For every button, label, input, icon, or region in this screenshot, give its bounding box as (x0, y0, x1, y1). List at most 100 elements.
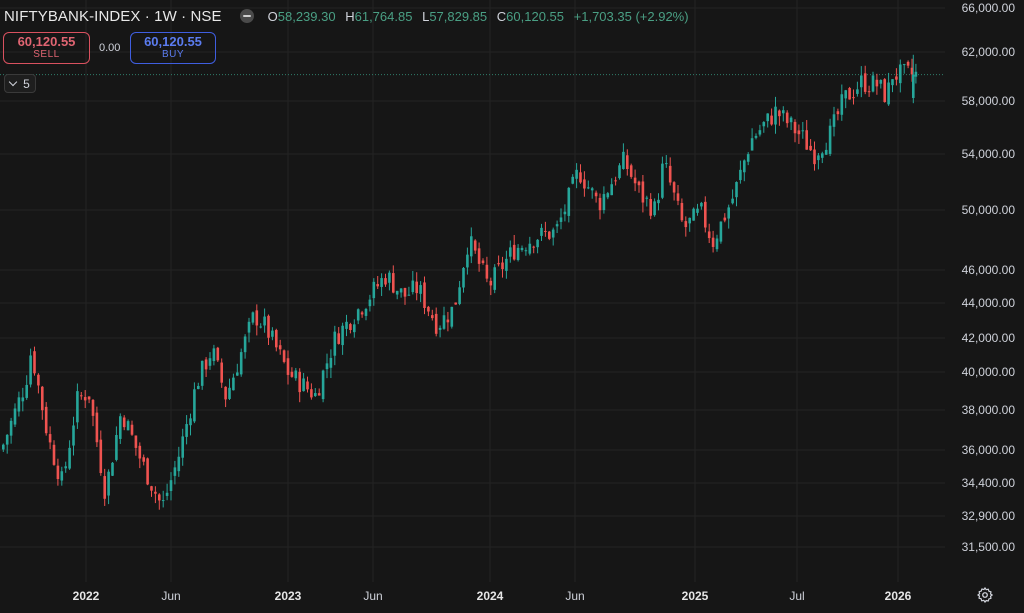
candle-body (832, 114, 836, 127)
candle-body (828, 125, 832, 154)
candle-body (364, 308, 368, 316)
y-tick-label: 36,000.00 (962, 443, 1016, 457)
candle-body (138, 445, 142, 459)
candle-body (770, 115, 773, 125)
x-tick-label: 2026 (885, 589, 912, 603)
candle-body (134, 435, 138, 448)
candle-body (536, 239, 539, 248)
candle-body (700, 202, 703, 207)
candle-body (524, 250, 528, 252)
candle-body (715, 238, 719, 250)
candle-body (259, 326, 262, 328)
gear-icon[interactable] (976, 586, 994, 604)
x-tick-label: 2024 (477, 589, 504, 603)
minus-circle-icon[interactable] (239, 9, 254, 23)
time-axis[interactable]: 2022 Jun 2023 Jun 2024 Jun 2025 Jul 2026 (73, 589, 912, 603)
y-tick-label: 58,000.00 (962, 94, 1016, 108)
candle-body (879, 80, 883, 84)
x-tick-label: Jun (161, 589, 180, 603)
candle-body (427, 306, 430, 312)
candle-body (290, 371, 294, 377)
candle-body (173, 467, 177, 476)
candle-body (345, 321, 348, 329)
high-value: 61,764.85 (354, 8, 413, 24)
candle-body (665, 163, 668, 165)
candle-body (867, 91, 871, 93)
candle-body (661, 163, 664, 198)
candle-body (590, 188, 594, 191)
candle-body (388, 272, 391, 283)
sell-price: 60,120.55 (17, 34, 76, 49)
candle-body (212, 348, 216, 362)
open-label: O (267, 8, 278, 24)
candle-body (267, 315, 270, 338)
low-value: 57,829.85 (429, 8, 488, 24)
candle-body (684, 221, 688, 228)
candle-body (224, 386, 227, 400)
candle-body (575, 169, 578, 179)
candle-body (743, 160, 746, 173)
candle-body (317, 393, 321, 396)
x-tick-label: 2023 (275, 589, 302, 603)
open-value: 58,239.30 (277, 8, 336, 24)
sell-button[interactable]: 60,120.55 SELL (3, 32, 90, 64)
candle-body (606, 193, 610, 198)
symbol-title[interactable]: NIFTYBANK-INDEX · 1W · NSE (4, 7, 222, 25)
candle-body (544, 230, 547, 232)
candle-body (711, 237, 715, 247)
candle-body (395, 290, 399, 295)
candle-body (548, 231, 551, 239)
chevron-down-icon (8, 77, 18, 87)
y-tick-label: 54,000.00 (962, 147, 1016, 161)
candle-body (801, 130, 805, 132)
change-value: +1,703.35 (+2.92%) (573, 8, 689, 24)
candle-body (559, 217, 563, 222)
indicators-count: 5 (23, 76, 30, 91)
candle-body (555, 224, 559, 227)
candle-body (450, 306, 454, 327)
buy-label: BUY (161, 49, 185, 60)
candle-body (899, 64, 902, 84)
candle-body (419, 285, 422, 294)
y-tick-label: 44,000.00 (962, 296, 1016, 310)
spread-value: 0.00 (99, 42, 121, 54)
candle-body (528, 243, 532, 254)
candle-body (48, 434, 52, 443)
candle-body (622, 151, 625, 169)
candle-body (778, 110, 781, 117)
candle-body (407, 294, 411, 296)
buy-button[interactable]: 60,120.55 BUY (130, 32, 216, 64)
candle-body (438, 327, 442, 330)
candle-body (9, 420, 13, 436)
x-tick-label: Jun (363, 589, 382, 603)
candle-body (739, 169, 742, 181)
candle-body (551, 229, 555, 238)
candle-body (844, 90, 847, 99)
y-tick-label: 50,000.00 (962, 203, 1016, 217)
candle-body (275, 330, 278, 348)
candle-body (150, 486, 153, 491)
candle-body (852, 97, 855, 99)
price-axis[interactable]: 66,000.00 62,000.00 58,000.00 54,000.00 50,0… (962, 1, 1016, 554)
candle-body (220, 362, 223, 383)
indicators-toggle-button[interactable]: 5 (4, 74, 36, 93)
candle-body (337, 333, 340, 344)
candle-body (243, 336, 247, 353)
candle-body (193, 389, 196, 422)
candle-body (688, 217, 691, 224)
candle-body (540, 227, 543, 236)
candle-body (680, 202, 684, 221)
candle-body (52, 444, 56, 465)
candle-body (871, 75, 875, 92)
candle-body (165, 492, 169, 496)
sell-label: SELL (33, 49, 60, 60)
candle-body (910, 67, 914, 75)
candle-body (403, 287, 407, 297)
candle-body (875, 79, 879, 87)
candle-body (657, 199, 660, 204)
chart-legend: NIFTYBANK-INDEX · 1W · NSE O58,239.30 H6… (4, 5, 689, 27)
x-tick-label: 2025 (682, 589, 709, 603)
candle-body (314, 393, 317, 397)
candle-body (251, 312, 255, 323)
